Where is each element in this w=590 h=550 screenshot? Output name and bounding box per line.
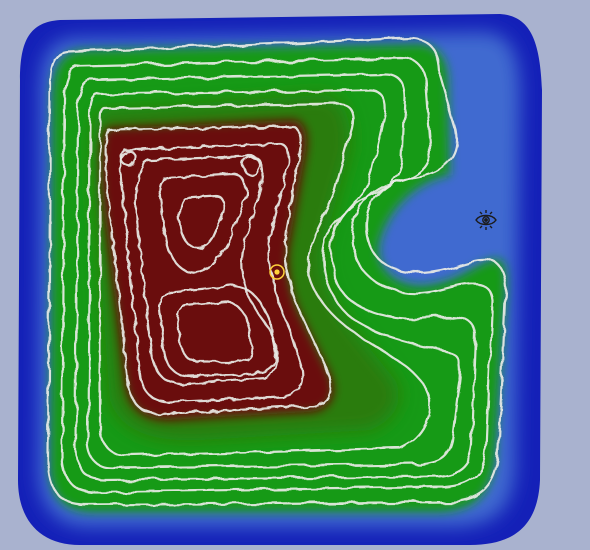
contour-line [119, 142, 304, 404]
contour-line [104, 124, 332, 416]
target-marker-icon [269, 264, 285, 280]
eye-icon [475, 210, 497, 230]
inner-contours [104, 124, 332, 416]
contour-line [135, 154, 279, 386]
eye-marker[interactable] [475, 210, 497, 230]
contour-line [46, 36, 508, 507]
contour-lines [46, 36, 508, 507]
contour-line [86, 88, 462, 470]
contour-line [158, 284, 278, 378]
contour-line [178, 194, 226, 249]
contour-line [158, 172, 247, 274]
contour-line [60, 56, 494, 494]
outer-contours [46, 36, 508, 507]
target-marker-dot [274, 269, 280, 275]
contour-line [241, 156, 262, 177]
target-marker[interactable] [269, 264, 285, 280]
contour-line [98, 102, 432, 457]
contour-line [176, 300, 254, 364]
contour-line [119, 150, 138, 167]
contour-line [74, 72, 478, 482]
